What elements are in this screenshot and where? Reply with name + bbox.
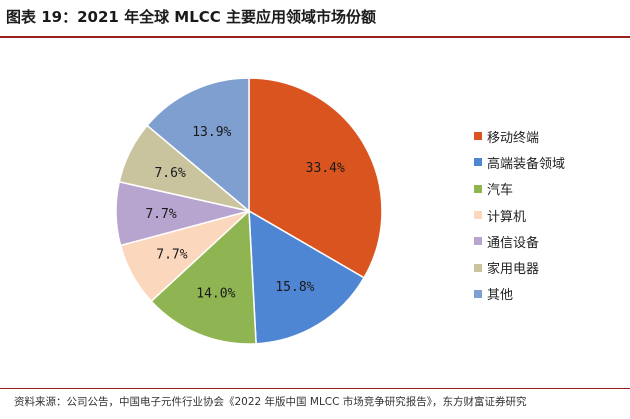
source-divider <box>0 388 630 389</box>
legend-label: 计算机 <box>487 209 527 225</box>
legend-item-3: 计算机 <box>474 202 565 228</box>
legend-swatch <box>474 289 482 298</box>
slice-label-0: 33.4% <box>306 161 345 176</box>
title-divider <box>0 36 630 38</box>
pie-slice-0 <box>248 77 383 279</box>
source-note: 资料来源：公司公告，中国电子元件行业协会《2022 年版中国 MLCC 市场竞争… <box>14 396 527 408</box>
legend-item-5: 家用电器 <box>474 254 565 280</box>
slice-label-2: 14.0% <box>196 287 235 302</box>
chart-legend: 移动终端高端装备领域 汽车计算机通信设备家用电器其他 <box>474 123 565 307</box>
pie-slices <box>115 77 383 345</box>
legend-swatch <box>474 263 482 272</box>
slice-label-4: 7.7% <box>145 207 176 222</box>
pie-labels: 33.4% 15.8% 14.0% 7.7% 7.7% 7.6% 13.9% <box>145 125 345 301</box>
pie-slice-1 <box>248 209 366 345</box>
figure-title: 图表 19：2021 年全球 MLCC 主要应用领域市场份额 <box>6 8 377 26</box>
slice-label-6: 13.9% <box>192 125 231 140</box>
legend-swatch <box>474 158 482 167</box>
legend-item-4: 通信设备 <box>474 228 565 254</box>
legend-label: 移动终端 <box>487 130 540 146</box>
legend-swatch <box>474 132 482 141</box>
pie-slice-6 <box>146 77 250 213</box>
legend-swatch <box>474 211 482 220</box>
legend-label: 通信设备 <box>487 235 540 251</box>
legend-label: 其他 <box>487 288 514 304</box>
legend-label: 汽车 <box>487 183 514 199</box>
legend-label: 高端装备领域 <box>487 156 566 172</box>
pie-svg: 33.4% 15.8% 14.0% 7.7% 7.7% 7.6% 13.9% <box>115 77 383 345</box>
legend-label: 家用电器 <box>487 262 540 278</box>
legend-item-0: 移动终端 <box>474 123 565 149</box>
legend-swatch <box>474 184 482 193</box>
pie-slice-2 <box>150 209 257 345</box>
slice-label-5: 7.6% <box>154 166 185 181</box>
slice-label-3: 7.7% <box>156 247 187 262</box>
legend-swatch <box>474 237 482 246</box>
slice-label-1: 15.8% <box>275 280 314 295</box>
legend-item-6: 其他 <box>474 281 565 307</box>
legend-item-2: 汽车 <box>474 176 565 202</box>
legend-item-1: 高端装备领域 <box>474 149 565 175</box>
pie-chart: 33.4% 15.8% 14.0% 7.7% 7.7% 7.6% 13.9% <box>0 40 630 385</box>
